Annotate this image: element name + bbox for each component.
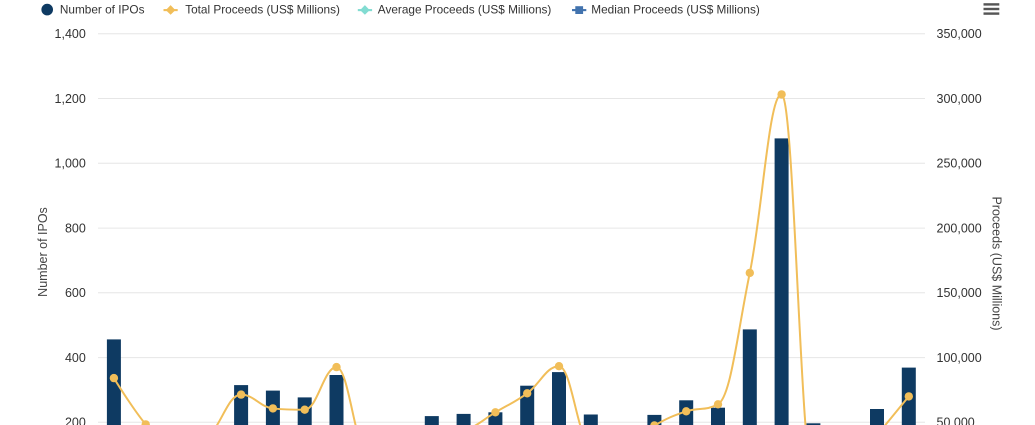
svg-text:300,000: 300,000	[937, 92, 982, 106]
svg-text:50,000: 50,000	[937, 416, 975, 425]
svg-text:Average Proceeds (US$ Millions: Average Proceeds (US$ Millions)	[378, 3, 552, 17]
svg-text:Number of IPOs: Number of IPOs	[36, 207, 50, 297]
svg-text:600: 600	[65, 286, 86, 300]
svg-text:Proceeds (US$ Millions): Proceeds (US$ Millions)	[990, 196, 1004, 330]
svg-text:400: 400	[65, 351, 86, 365]
svg-text:Number of IPOs: Number of IPOs	[60, 3, 145, 17]
svg-text:100,000: 100,000	[937, 351, 982, 365]
svg-text:1,400: 1,400	[55, 27, 86, 41]
svg-text:150,000: 150,000	[937, 286, 982, 300]
svg-text:200,000: 200,000	[937, 222, 982, 236]
svg-text:1,000: 1,000	[55, 157, 86, 171]
svg-text:1,200: 1,200	[55, 92, 86, 106]
svg-text:Total Proceeds (US$ Millions): Total Proceeds (US$ Millions)	[185, 3, 340, 17]
svg-text:250,000: 250,000	[937, 157, 982, 171]
svg-text:800: 800	[65, 222, 86, 236]
svg-text:200: 200	[65, 416, 86, 425]
svg-text:350,000: 350,000	[937, 27, 982, 41]
svg-text:Median Proceeds (US$ Millions): Median Proceeds (US$ Millions)	[591, 3, 760, 17]
